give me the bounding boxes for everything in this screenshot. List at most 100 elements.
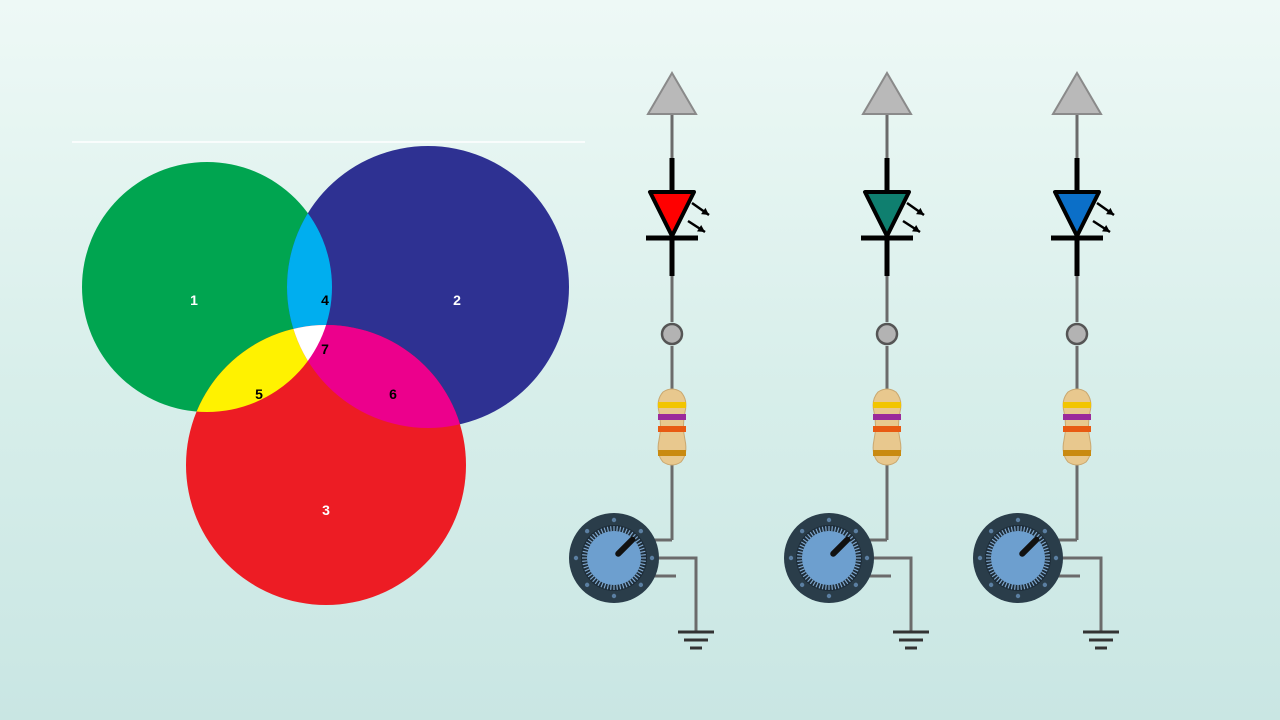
resistor-band <box>658 450 686 456</box>
knob-tick <box>589 536 595 541</box>
region-label-2: 2 <box>453 292 461 308</box>
knob-dot <box>853 582 859 588</box>
knob-tick <box>616 526 618 532</box>
resistor-band <box>873 414 901 420</box>
knob-tick <box>640 560 646 562</box>
knob-tick <box>1033 531 1038 537</box>
junction-node <box>1065 322 1089 346</box>
knob-tick <box>986 554 992 556</box>
knob-tick <box>594 531 599 537</box>
knob-tick <box>582 563 588 566</box>
knob-pointer <box>1019 536 1040 557</box>
knob-tick <box>592 533 597 539</box>
knob-tick <box>1044 563 1050 566</box>
knob-tick <box>841 529 846 535</box>
led-triangle <box>1053 190 1101 238</box>
knob-tick <box>797 554 803 556</box>
knob-tick <box>1041 541 1047 546</box>
region-label-3: 3 <box>322 502 330 518</box>
supply-triangle-icon <box>646 71 698 115</box>
knob-tick <box>844 579 849 585</box>
knob-dot <box>638 582 644 588</box>
knob-tick <box>996 533 1001 539</box>
knob-tick <box>798 565 804 569</box>
knob-tick <box>619 526 622 532</box>
knob-tick <box>640 563 646 566</box>
knob-dot <box>1053 555 1059 561</box>
led-diode <box>646 158 710 276</box>
potentiometer-knob-icon <box>784 513 874 603</box>
knob-tick <box>1041 570 1047 575</box>
knob-tick <box>853 544 859 548</box>
knob-tick <box>597 529 602 535</box>
knob-tick <box>996 577 1001 583</box>
knob-tick <box>610 526 612 532</box>
knob-dot <box>799 528 805 534</box>
knob-tick <box>1043 547 1049 551</box>
knob-tick <box>839 528 843 534</box>
region-label-7: 7 <box>321 341 329 357</box>
ground-icon <box>678 630 714 650</box>
knob-tick <box>1004 528 1008 534</box>
knob-tick <box>1044 554 1050 556</box>
knob-tick <box>1033 579 1038 585</box>
knob-tick <box>800 541 806 546</box>
knob-tick <box>603 583 607 589</box>
knob-tick <box>818 527 822 533</box>
knob-tick <box>1023 584 1026 590</box>
knob-tick <box>1044 550 1050 553</box>
knob-tick <box>597 581 602 587</box>
led-arrow-head <box>701 207 709 215</box>
knob-dot <box>988 582 994 588</box>
knob-pointer <box>830 536 851 557</box>
led-arrow-head <box>916 207 924 215</box>
knob-tick <box>635 573 641 578</box>
knob-tick <box>583 565 589 569</box>
knob-tick <box>1025 527 1029 533</box>
knob-tick <box>998 579 1003 585</box>
knob-tick <box>638 544 644 548</box>
knob-tick <box>629 531 634 537</box>
knob-tick <box>585 570 591 575</box>
knob-tick <box>991 538 997 543</box>
potentiometer-knob-icon <box>973 513 1063 603</box>
resistor-band <box>873 450 901 456</box>
led-arrow-head <box>912 224 920 232</box>
knob-tick <box>584 544 590 548</box>
knob-tick <box>834 526 837 532</box>
knob-tick <box>626 581 631 587</box>
resistor-band <box>1063 402 1091 408</box>
knob-dot <box>826 593 832 599</box>
knob-tick <box>1014 584 1016 590</box>
knob-tick <box>993 575 999 580</box>
knob-tick <box>807 533 812 539</box>
resistor-band <box>658 402 686 408</box>
knob-dot <box>826 517 832 523</box>
knob-dot <box>977 555 983 561</box>
knob-tick <box>606 584 609 590</box>
knob-tick <box>812 529 817 535</box>
knob-tick <box>640 554 646 556</box>
knob-tick <box>1010 526 1013 532</box>
knob-tick <box>1001 529 1006 535</box>
knob-tick <box>804 536 810 541</box>
knob-tick <box>606 526 609 532</box>
knob-tick <box>1023 526 1026 532</box>
circuit-1 <box>569 71 714 650</box>
knob-tick <box>1020 584 1022 590</box>
knob-tick <box>821 526 824 532</box>
junction-node <box>875 322 899 346</box>
knob-tick <box>1028 582 1032 588</box>
knob-tick <box>1039 573 1045 578</box>
led-triangle <box>648 190 696 238</box>
knob-tick <box>834 584 837 590</box>
knob-tick <box>633 575 639 580</box>
knob-tick <box>991 573 997 578</box>
knob-tick <box>1007 527 1011 533</box>
knob-tick <box>802 538 808 543</box>
knob-tick <box>616 584 618 590</box>
knob-tick <box>846 577 851 583</box>
led-diode <box>861 158 925 276</box>
led-arrow-head <box>697 224 705 232</box>
circuit-3 <box>973 71 1119 650</box>
